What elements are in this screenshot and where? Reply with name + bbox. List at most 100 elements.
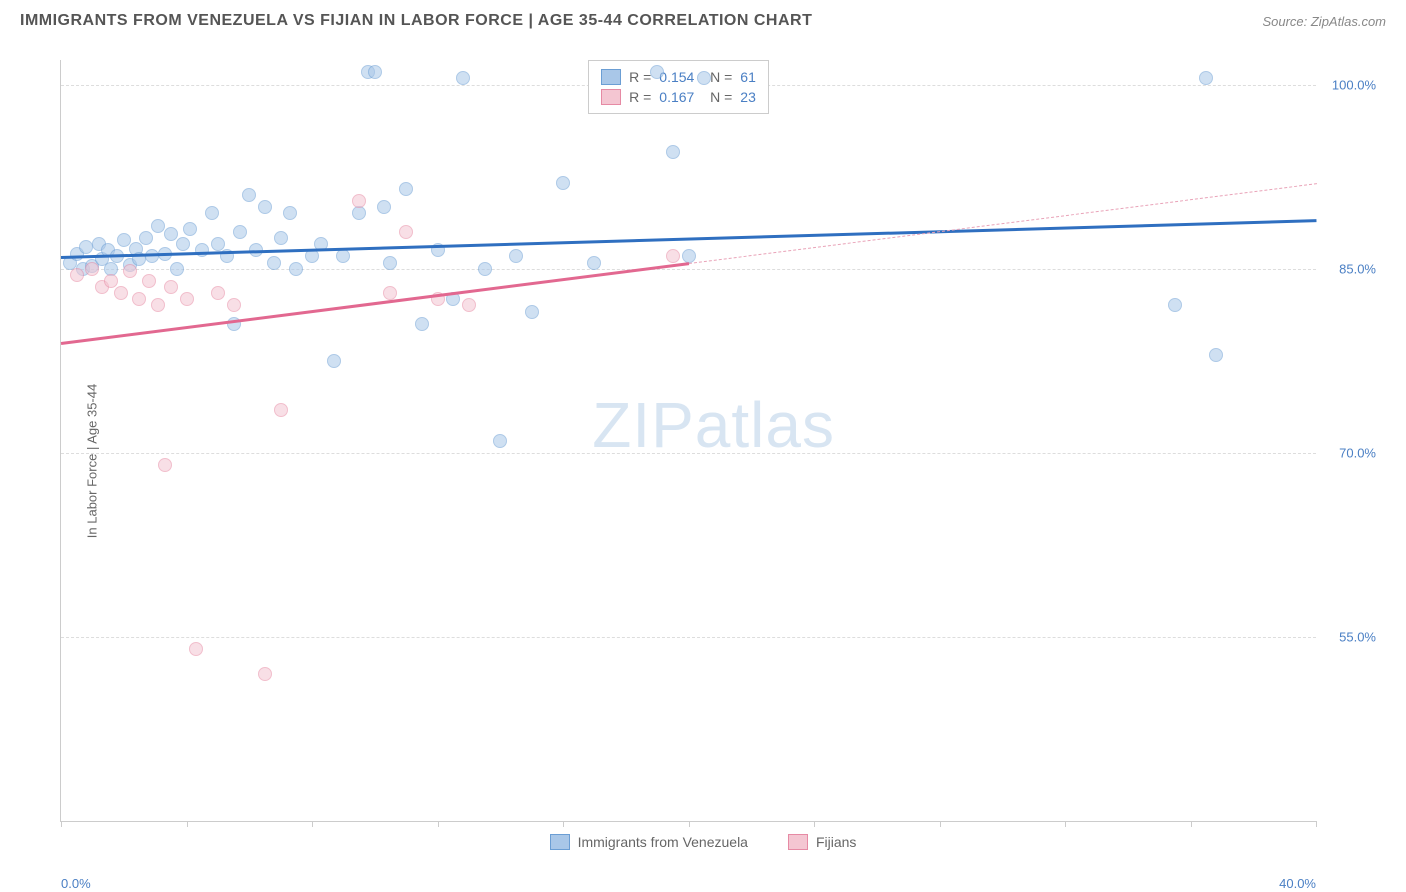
- data-point: [70, 268, 84, 282]
- data-point: [211, 286, 225, 300]
- data-point: [164, 227, 178, 241]
- stat-n-value: 23: [740, 89, 756, 105]
- data-point: [352, 194, 366, 208]
- stat-n-label: N =: [702, 89, 732, 105]
- data-point: [211, 237, 225, 251]
- data-point: [151, 219, 165, 233]
- stats-row: R =0.167 N = 23: [601, 87, 756, 107]
- data-point: [493, 434, 507, 448]
- watermark: ZIPatlas: [592, 388, 835, 462]
- data-point: [336, 249, 350, 263]
- data-point: [415, 317, 429, 331]
- data-point: [114, 286, 128, 300]
- data-point: [509, 249, 523, 263]
- stat-n-value: 61: [740, 69, 756, 85]
- data-point: [1199, 71, 1213, 85]
- data-point: [697, 71, 711, 85]
- data-point: [352, 206, 366, 220]
- data-point: [274, 403, 288, 417]
- data-point: [1168, 298, 1182, 312]
- stat-r-label: R =: [629, 69, 651, 85]
- data-point: [227, 298, 241, 312]
- source-label: Source: ZipAtlas.com: [1262, 14, 1386, 29]
- data-point: [383, 256, 397, 270]
- legend-item: Fijians: [788, 834, 856, 850]
- legend-label: Immigrants from Venezuela: [578, 834, 748, 850]
- data-point: [117, 233, 131, 247]
- data-point: [267, 256, 281, 270]
- data-point: [666, 145, 680, 159]
- data-point: [104, 274, 118, 288]
- data-point: [456, 71, 470, 85]
- data-point: [525, 305, 539, 319]
- data-point: [158, 458, 172, 472]
- data-point: [180, 292, 194, 306]
- data-point: [176, 237, 190, 251]
- data-point: [189, 642, 203, 656]
- x-tick-label: 0.0%: [61, 876, 91, 891]
- data-point: [305, 249, 319, 263]
- stats-row: R =0.154 N = 61: [601, 67, 756, 87]
- stat-r-value: 0.154: [659, 69, 694, 85]
- y-tick-label: 55.0%: [1339, 629, 1376, 644]
- data-point: [142, 274, 156, 288]
- data-point: [682, 249, 696, 263]
- data-point: [139, 231, 153, 245]
- data-point: [258, 200, 272, 214]
- data-point: [1209, 348, 1223, 362]
- data-point: [650, 65, 664, 79]
- legend-item: Immigrants from Venezuela: [550, 834, 748, 850]
- chart-title: IMMIGRANTS FROM VENEZUELA VS FIJIAN IN L…: [20, 12, 812, 30]
- legend-swatch: [601, 69, 621, 85]
- bottom-legend: Immigrants from Venezuela Fijians: [20, 834, 1386, 850]
- stats-box: R = 0.154 N = 61 R =0.167 N = 23: [588, 60, 769, 114]
- stat-r-value: 0.167: [659, 89, 694, 105]
- plot-area: ZIPatlas 55.0%70.0%85.0%100.0%0.0%40.0%R…: [60, 60, 1316, 822]
- x-tick: [814, 821, 815, 827]
- y-tick-label: 70.0%: [1339, 445, 1376, 460]
- data-point: [368, 65, 382, 79]
- x-tick: [563, 821, 564, 827]
- data-point: [399, 182, 413, 196]
- data-point: [462, 298, 476, 312]
- x-tick: [312, 821, 313, 827]
- data-point: [258, 667, 272, 681]
- gridline: [61, 269, 1316, 270]
- legend-swatch: [550, 834, 570, 850]
- data-point: [151, 298, 165, 312]
- legend-label: Fijians: [816, 834, 856, 850]
- watermark-bold: ZIP: [592, 389, 695, 461]
- data-point: [205, 206, 219, 220]
- data-point: [666, 249, 680, 263]
- gridline: [61, 453, 1316, 454]
- x-tick: [61, 821, 62, 827]
- y-tick-label: 100.0%: [1332, 77, 1376, 92]
- x-tick: [689, 821, 690, 827]
- legend-swatch: [601, 89, 621, 105]
- x-tick: [940, 821, 941, 827]
- watermark-thin: atlas: [695, 389, 835, 461]
- data-point: [132, 292, 146, 306]
- data-point: [399, 225, 413, 239]
- data-point: [383, 286, 397, 300]
- y-tick-label: 85.0%: [1339, 261, 1376, 276]
- data-point: [478, 262, 492, 276]
- x-tick: [1316, 821, 1317, 827]
- data-point: [233, 225, 247, 239]
- x-tick: [438, 821, 439, 827]
- x-tick: [1065, 821, 1066, 827]
- x-tick: [1191, 821, 1192, 827]
- data-point: [170, 262, 184, 276]
- gridline: [61, 637, 1316, 638]
- data-point: [283, 206, 297, 220]
- x-tick-label: 40.0%: [1279, 876, 1316, 891]
- data-point: [327, 354, 341, 368]
- data-point: [85, 262, 99, 276]
- data-point: [195, 243, 209, 257]
- data-point: [274, 231, 288, 245]
- data-point: [164, 280, 178, 294]
- chart-container: In Labor Force | Age 35-44 ZIPatlas 55.0…: [20, 50, 1386, 872]
- x-tick: [187, 821, 188, 827]
- data-point: [377, 200, 391, 214]
- data-point: [242, 188, 256, 202]
